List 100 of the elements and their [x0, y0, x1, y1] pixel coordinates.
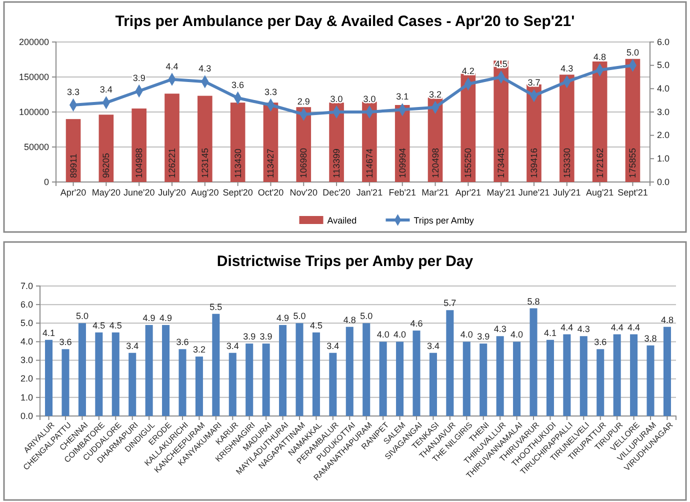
- data-label: 3.2: [192, 344, 206, 355]
- bar: [329, 352, 337, 416]
- data-label: 96205: [101, 152, 112, 178]
- chart-title: Districtwise Trips per Amby per Day: [216, 253, 474, 270]
- data-label: 104988: [134, 148, 144, 178]
- data-label: 4.8: [594, 52, 606, 62]
- bar: [279, 325, 287, 416]
- bar: [195, 356, 203, 416]
- y2-tick-label: 2.0: [657, 130, 670, 140]
- data-label: 175855: [628, 148, 638, 178]
- data-label: 4.5: [92, 320, 106, 330]
- data-label: 3.0: [363, 94, 376, 104]
- y-tick-label: 0: [44, 176, 49, 187]
- bar: [162, 325, 170, 416]
- x-tick-label: May'21: [486, 187, 516, 198]
- y-tick-label: 50000: [24, 142, 49, 152]
- y-tick-label: 0.0: [20, 410, 33, 421]
- data-label: 3.6: [59, 337, 72, 348]
- bar: [132, 108, 146, 182]
- y2-tick-label: 5.0: [657, 60, 670, 70]
- x-tick-label: June'20: [123, 187, 155, 198]
- data-label: 4.0: [460, 330, 473, 340]
- x-tick-label: Apr'21: [455, 187, 482, 198]
- data-label: 4.8: [343, 314, 356, 325]
- bar: [212, 314, 220, 416]
- legend-label: Trips per Amby: [414, 216, 474, 226]
- x-tick-label: Oct'20: [258, 187, 284, 198]
- data-label: 113427: [266, 148, 276, 178]
- data-label: 5.0: [626, 47, 639, 58]
- bar: [560, 74, 574, 182]
- x-tick-label: Feb'21: [388, 187, 416, 198]
- data-label: 4.4: [560, 322, 574, 332]
- y-tick-label: 200000: [18, 36, 49, 47]
- bar: [346, 326, 354, 416]
- y2-tick-label: 6.0: [657, 36, 670, 47]
- data-label: 4.3: [577, 324, 590, 334]
- bar: [78, 323, 86, 416]
- bar: [592, 61, 608, 182]
- y-tick-label: 100000: [18, 106, 49, 117]
- data-label: 3.9: [243, 332, 256, 342]
- data-label: 139416: [528, 148, 539, 178]
- bar: [663, 326, 671, 416]
- bar: [362, 102, 377, 182]
- data-label: 3.9: [132, 73, 146, 83]
- bar: [462, 342, 470, 416]
- data-label: 155250: [463, 148, 474, 178]
- data-label: 106980: [298, 148, 309, 178]
- data-label: 4.9: [160, 313, 172, 323]
- data-label: 3.9: [477, 332, 490, 342]
- x-tick-label: May'20: [92, 187, 121, 198]
- bar: [164, 94, 180, 182]
- bar: [312, 332, 320, 416]
- data-label: 3.4: [100, 84, 112, 95]
- data-label: 173445: [496, 148, 506, 178]
- data-label: 4.0: [510, 330, 524, 340]
- chart-title: Trips per Ambulance per Day & Availed Cases - Apr'20 to Sep'21': [115, 13, 575, 30]
- bar: [45, 340, 53, 416]
- data-label: 3.3: [264, 87, 277, 97]
- data-label: 4.1: [544, 328, 556, 338]
- y2-tick-label: 4.0: [657, 84, 670, 94]
- x-tick-label: Nov'20: [290, 187, 318, 198]
- y-tick-label: 6.0: [20, 299, 33, 310]
- data-label: 3.4: [326, 340, 340, 351]
- x-tick-label: June'21: [518, 187, 550, 198]
- bar: [198, 96, 212, 182]
- bar: [95, 332, 103, 416]
- data-label: 89911: [68, 154, 78, 178]
- data-label: 3.6: [232, 80, 244, 90]
- data-label: 4.5: [310, 320, 322, 330]
- x-tick-label: Sept'20: [222, 187, 253, 198]
- x-tick-label: July'20: [158, 187, 186, 198]
- bar: [646, 345, 654, 416]
- data-label: 3.2: [429, 89, 442, 100]
- data-label: 5.7: [444, 298, 456, 308]
- data-label: 123145: [200, 148, 210, 178]
- x-tick-label: Dec'20: [322, 187, 350, 198]
- bar: [412, 330, 420, 416]
- data-label: 2.9: [297, 96, 310, 106]
- x-tick-label: Sept'21: [618, 187, 648, 198]
- bar: [563, 334, 571, 416]
- data-label: 3.8: [644, 333, 657, 344]
- x-tick-label: Mar'21: [422, 187, 449, 198]
- bar: [362, 323, 370, 416]
- data-label: 3.4: [126, 340, 139, 351]
- bar: [546, 340, 554, 416]
- legend-label: Availed: [327, 216, 357, 226]
- data-label: 4.3: [494, 324, 506, 334]
- y2-tick-label: 0.0: [657, 176, 670, 187]
- data-label: 4.1: [42, 328, 56, 338]
- data-label: 113430: [232, 148, 243, 178]
- bar: [630, 334, 638, 416]
- data-label: 5.8: [527, 296, 540, 306]
- data-label: 4.8: [660, 314, 674, 325]
- y2-tick-label: 1.0: [657, 154, 670, 164]
- data-label: 114674: [364, 148, 374, 178]
- bar: [596, 349, 604, 416]
- data-label: 3.6: [594, 337, 607, 348]
- y2-tick-label: 3.0: [657, 106, 670, 117]
- data-label: 5.5: [210, 302, 222, 312]
- x-tick-label: Jan'21: [356, 187, 383, 198]
